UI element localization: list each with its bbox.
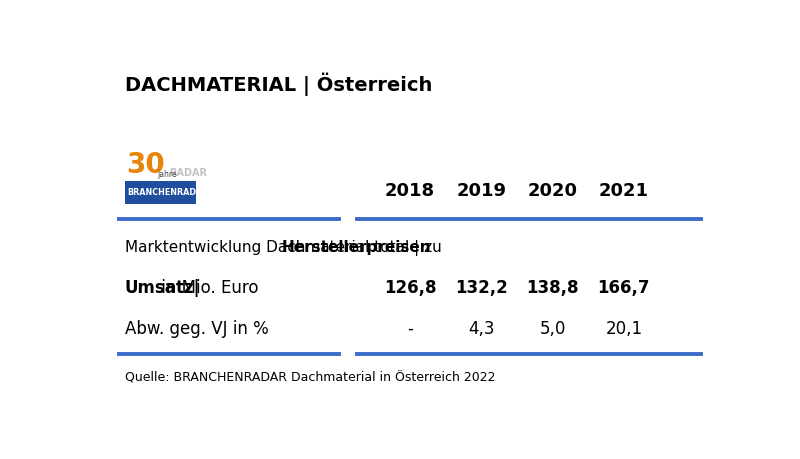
Text: 20,1: 20,1	[606, 320, 642, 338]
Text: 126,8: 126,8	[384, 280, 436, 297]
Text: DACHMATERIAL | Österreich: DACHMATERIAL | Österreich	[125, 73, 432, 96]
Text: 4,3: 4,3	[468, 320, 494, 338]
Text: in Mio. Euro: in Mio. Euro	[156, 280, 258, 297]
Text: Quelle: BRANCHENRADAR Dachmaterial in Österreich 2022: Quelle: BRANCHENRADAR Dachmaterial in Ös…	[125, 372, 495, 385]
Text: -: -	[407, 320, 413, 338]
Text: RADAR: RADAR	[169, 168, 207, 178]
Text: BRANCHENRADAR: BRANCHENRADAR	[127, 188, 209, 197]
Text: 30: 30	[126, 151, 166, 179]
Text: 138,8: 138,8	[526, 280, 579, 297]
Text: 2021: 2021	[599, 182, 649, 200]
Text: 5,0: 5,0	[539, 320, 566, 338]
Text: 2019: 2019	[456, 182, 506, 200]
Text: 2018: 2018	[385, 182, 435, 200]
Text: 132,2: 132,2	[455, 280, 508, 297]
Text: Marktentwicklung Dachmaterial total | zu: Marktentwicklung Dachmaterial total | zu	[125, 240, 446, 256]
Text: jahre: jahre	[157, 170, 177, 179]
FancyBboxPatch shape	[125, 181, 196, 203]
Text: 2020: 2020	[527, 182, 578, 200]
Text: 166,7: 166,7	[598, 280, 650, 297]
Text: Herstellerpreisen: Herstellerpreisen	[281, 240, 430, 255]
Text: Abw. geg. VJ in %: Abw. geg. VJ in %	[125, 320, 269, 338]
Text: Umsatz|: Umsatz|	[125, 280, 201, 297]
